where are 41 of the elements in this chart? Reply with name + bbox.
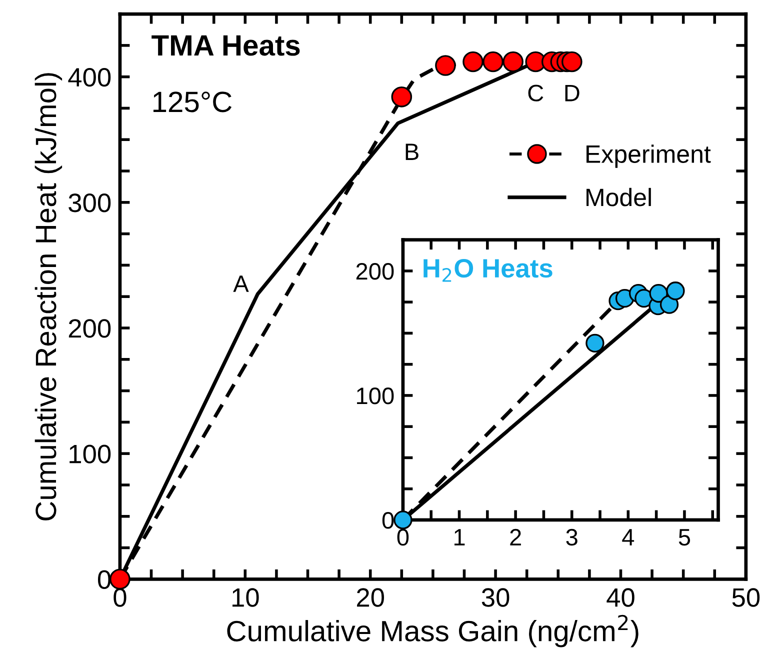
x-tick-label: 5 [678, 529, 690, 546]
annotation: D [565, 84, 580, 102]
legend-label: Experiment [586, 144, 711, 168]
annotation: A [233, 276, 249, 292]
point [394, 510, 412, 530]
point [110, 568, 130, 590]
point [482, 51, 504, 72]
point [462, 51, 484, 72]
y-tick-label: 100 [357, 388, 394, 404]
x-tick-label: 30 [482, 588, 510, 607]
y-tick-label: 200 [356, 263, 394, 280]
point [502, 51, 524, 72]
x-tick-label: 3 [566, 528, 578, 546]
x-tick-label: 10 [232, 588, 259, 607]
y-tick-label: 300 [68, 194, 111, 212]
x-tick-label: 20 [357, 588, 384, 607]
annotation: TMA Heats [152, 35, 300, 56]
annotation: C [528, 84, 544, 102]
x-axis-title: Cumulative Mass Gain (ng/cm$^{2}$) [227, 614, 638, 648]
point [666, 282, 685, 300]
x-tick-label: 0 [397, 528, 409, 546]
x-tick-label: 40 [606, 588, 634, 607]
x-tick-label: 1 [454, 529, 465, 546]
y-tick-label: 0 [98, 570, 111, 589]
x-tick-label: 50 [732, 588, 760, 607]
y-axis-title: Cumulative Reaction Heat (kJ/mol) [34, 73, 62, 520]
point [586, 334, 604, 352]
annotation: H$_{2}$O Heats [424, 258, 552, 282]
point [435, 55, 456, 76]
y-tick-label: 400 [68, 68, 111, 87]
y-tick-label: 100 [70, 444, 111, 464]
annotation: B [406, 144, 418, 160]
y-tick-label: 200 [68, 319, 111, 338]
y-tick-label: 0 [382, 512, 394, 529]
legend-label: Model [586, 188, 651, 206]
point [391, 86, 412, 108]
x-tick-label: 4 [622, 529, 634, 546]
point [562, 51, 582, 72]
annotation: 125°C [153, 92, 232, 112]
x-tick-label: 2 [510, 528, 521, 546]
point [660, 295, 679, 314]
